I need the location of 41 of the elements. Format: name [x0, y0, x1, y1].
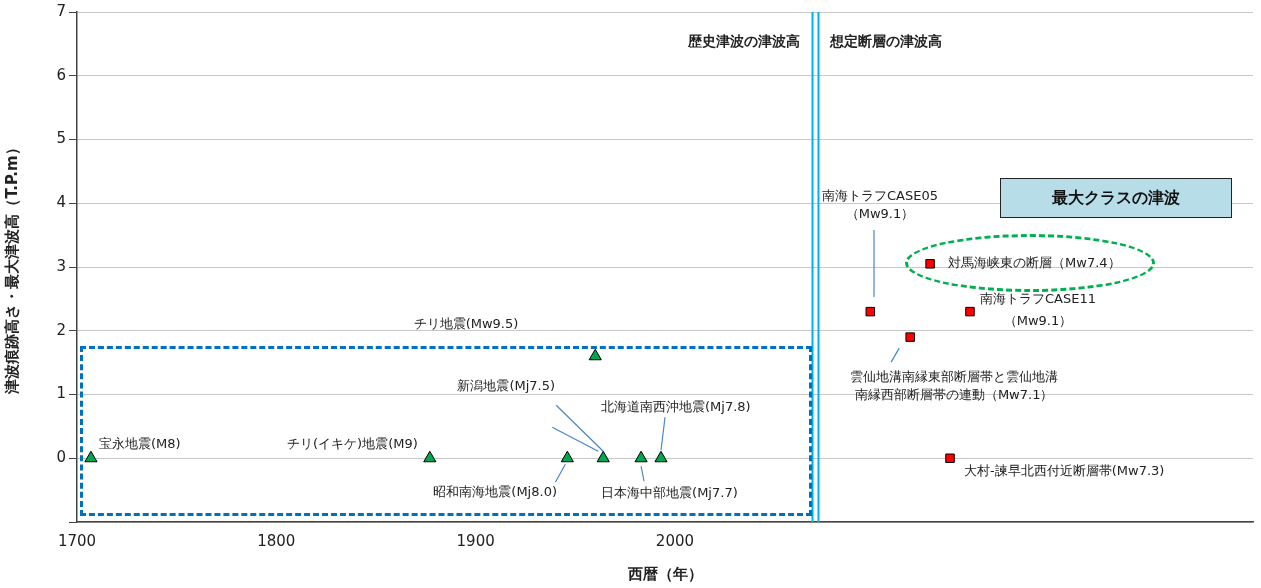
- point: [654, 450, 668, 463]
- y-tick-label: 6: [56, 65, 66, 84]
- annotation: 新潟地震(Mj7.5): [457, 377, 556, 393]
- point: [905, 332, 915, 342]
- y-tick-label: 2: [56, 320, 66, 339]
- y-tick-label: 1: [56, 384, 66, 403]
- x-tick-label: 1900: [456, 531, 495, 550]
- annotation: 日本海中部地震(Mj7.7): [601, 484, 738, 500]
- point: [560, 450, 574, 463]
- x-tick-label: 2000: [655, 531, 695, 550]
- point: [423, 450, 437, 463]
- annotation: チリ地震(Mw9.5): [413, 316, 519, 332]
- annotation: チリ(イキケ)地震(M9): [287, 435, 418, 451]
- annotation: 南海トラフCASE05 （Mw9.1）: [822, 188, 938, 222]
- label-box: 最大クラスの津波: [1000, 178, 1232, 218]
- point: [965, 306, 975, 317]
- annotation: 大村-諫早北西付近断層帯(Mw7.3): [964, 462, 1165, 478]
- y-tick-label: 3: [56, 256, 66, 275]
- annotation: 宝永地震(M8): [98, 435, 181, 451]
- y-tick-label: 7: [56, 1, 66, 20]
- point: [596, 450, 610, 463]
- point: [588, 348, 602, 361]
- annotation: 対馬海峡東の断層（Mw7.4）: [948, 255, 1121, 271]
- annotation: 南海トラフCASE11 （Mw9.1）: [979, 291, 1096, 328]
- point: [925, 259, 935, 269]
- point: [634, 450, 648, 463]
- annotation: 雲仙地溝南縁東部断層帯と雲仙地溝南縁西部断層帯の連動（Mw7.1）: [850, 368, 1059, 402]
- y-axis-title: 津波痕跡高さ・最大津波高（T.P.m）: [2, 140, 21, 395]
- y-tick-label: 0: [56, 448, 66, 467]
- annotation: 北海道南西沖地震(Mj7.8): [601, 398, 751, 414]
- point: [865, 306, 876, 317]
- x-tick-label: 1700: [57, 531, 97, 550]
- point: [84, 450, 98, 463]
- y-tick-label: 5: [56, 129, 66, 148]
- x-tick-label: 1800: [257, 531, 296, 550]
- annotation: 昭和南海地震(Mj8.0): [433, 483, 557, 499]
- annotation: 想定断層の津波高: [829, 32, 943, 49]
- point: [945, 453, 955, 463]
- x-axis-title: 西暦（年）: [626, 564, 703, 583]
- y-tick-label: 4: [56, 193, 66, 212]
- annotation: 歴史津波の津波高: [687, 32, 801, 49]
